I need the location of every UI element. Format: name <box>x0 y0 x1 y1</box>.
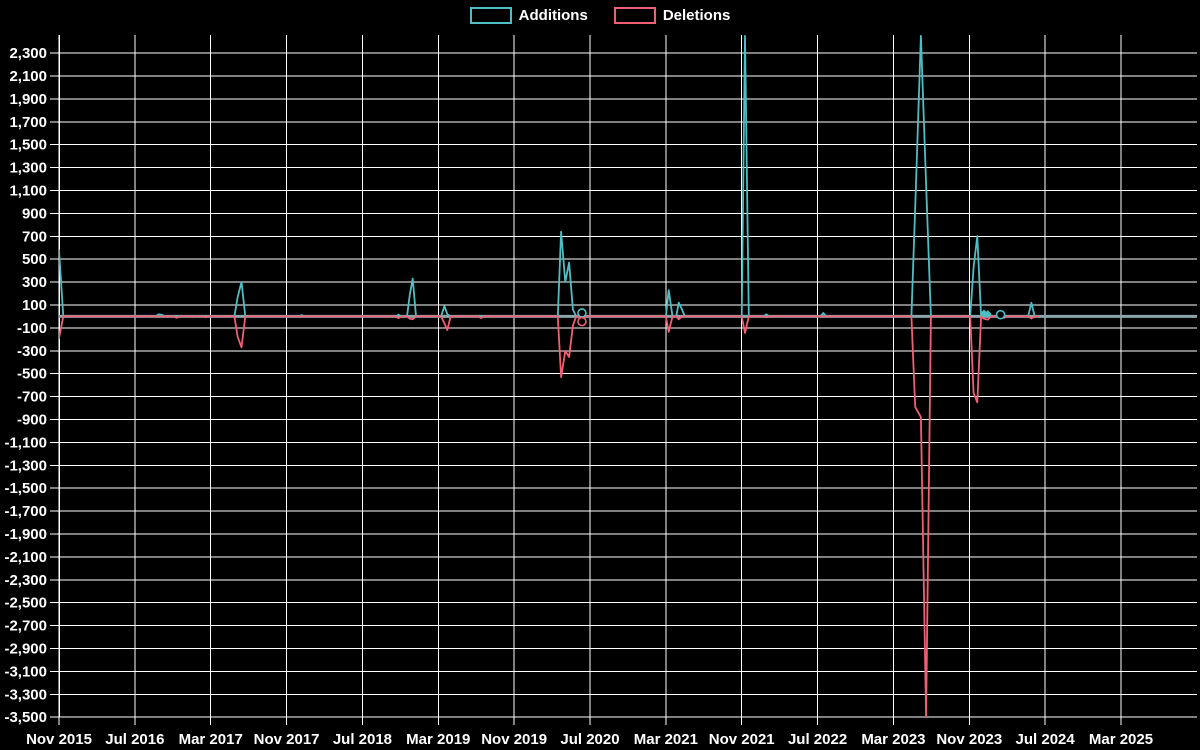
x-tick-label: Mar 2019 <box>406 731 470 748</box>
x-tick-label: Mar 2017 <box>179 731 243 748</box>
grid <box>50 35 1197 725</box>
point-marker-circle <box>577 316 587 327</box>
y-tick-label: -100 <box>17 320 47 337</box>
y-tick-label: 500 <box>22 251 47 268</box>
y-tick-label: -2,900 <box>4 640 47 657</box>
y-tick-label: -2,500 <box>4 595 47 612</box>
x-tick-label: Jul 2018 <box>333 731 392 748</box>
y-tick-label: -2,300 <box>4 572 47 589</box>
additions-line <box>59 35 1040 318</box>
y-tick-label: 1,500 <box>9 137 47 154</box>
y-tick-label: -3,300 <box>4 686 47 703</box>
point-marker-circle <box>577 308 587 318</box>
x-tick-label: Jul 2016 <box>105 731 164 748</box>
y-tick-label: 100 <box>22 297 47 314</box>
y-tick-label: 2,100 <box>9 68 47 85</box>
y-tick-label: 2,300 <box>9 45 47 62</box>
x-tick-label: Nov 2021 <box>709 731 775 748</box>
x-tick-label: Nov 2015 <box>26 731 92 748</box>
point-marker-circle <box>995 309 1006 320</box>
y-tick-label: 900 <box>22 205 47 222</box>
x-tick-label: Jul 2020 <box>560 731 619 748</box>
legend-item-deletions[interactable]: Deletions <box>613 7 731 24</box>
y-tick-label: 1,900 <box>9 91 47 108</box>
y-tick-label: -3,100 <box>4 663 47 680</box>
x-tick-label: Mar 2023 <box>861 731 925 748</box>
x-tick-label: Nov 2019 <box>481 731 547 748</box>
y-tick-label: -1,500 <box>4 480 47 497</box>
deletions-line <box>59 315 1040 717</box>
x-tick-label: Jul 2024 <box>1016 731 1076 748</box>
y-tick-label: -1,300 <box>4 457 47 474</box>
y-tick-label: 1,100 <box>9 182 47 199</box>
x-tick-label: Mar 2025 <box>1089 731 1153 748</box>
x-tick-label: Nov 2017 <box>254 731 320 748</box>
y-tick-label: -3,500 <box>4 709 47 726</box>
y-tick-label: -1,700 <box>4 503 47 520</box>
y-tick-label: -500 <box>17 366 47 383</box>
y-tick-label: -1,900 <box>4 526 47 543</box>
x-tick-label: Jul 2022 <box>788 731 847 748</box>
point-marker-diamond <box>983 310 992 319</box>
legend-label-additions: Additions <box>518 7 588 24</box>
y-tick-label: 700 <box>22 228 47 245</box>
series-layer <box>59 35 1040 717</box>
x-tick-label: Nov 2023 <box>936 731 1002 748</box>
y-tick-label: 1,700 <box>9 114 47 131</box>
y-tick-label: -1,100 <box>4 434 47 451</box>
legend-item-additions[interactable]: Additions <box>469 7 588 24</box>
additions-swatch <box>469 7 512 24</box>
y-tick-label: 1,300 <box>9 160 47 177</box>
y-tick-label: -700 <box>17 389 47 406</box>
y-tick-label: 300 <box>22 274 47 291</box>
y-tick-label: -900 <box>17 411 47 428</box>
y-tick-label: -300 <box>17 343 47 360</box>
deletions-swatch <box>613 7 656 24</box>
chart-legend: Additions Deletions <box>0 7 1200 24</box>
legend-label-deletions: Deletions <box>662 7 731 24</box>
y-tick-label: -2,100 <box>4 549 47 566</box>
x-tick-label: Mar 2021 <box>634 731 698 748</box>
y-tick-label: -2,700 <box>4 618 47 635</box>
